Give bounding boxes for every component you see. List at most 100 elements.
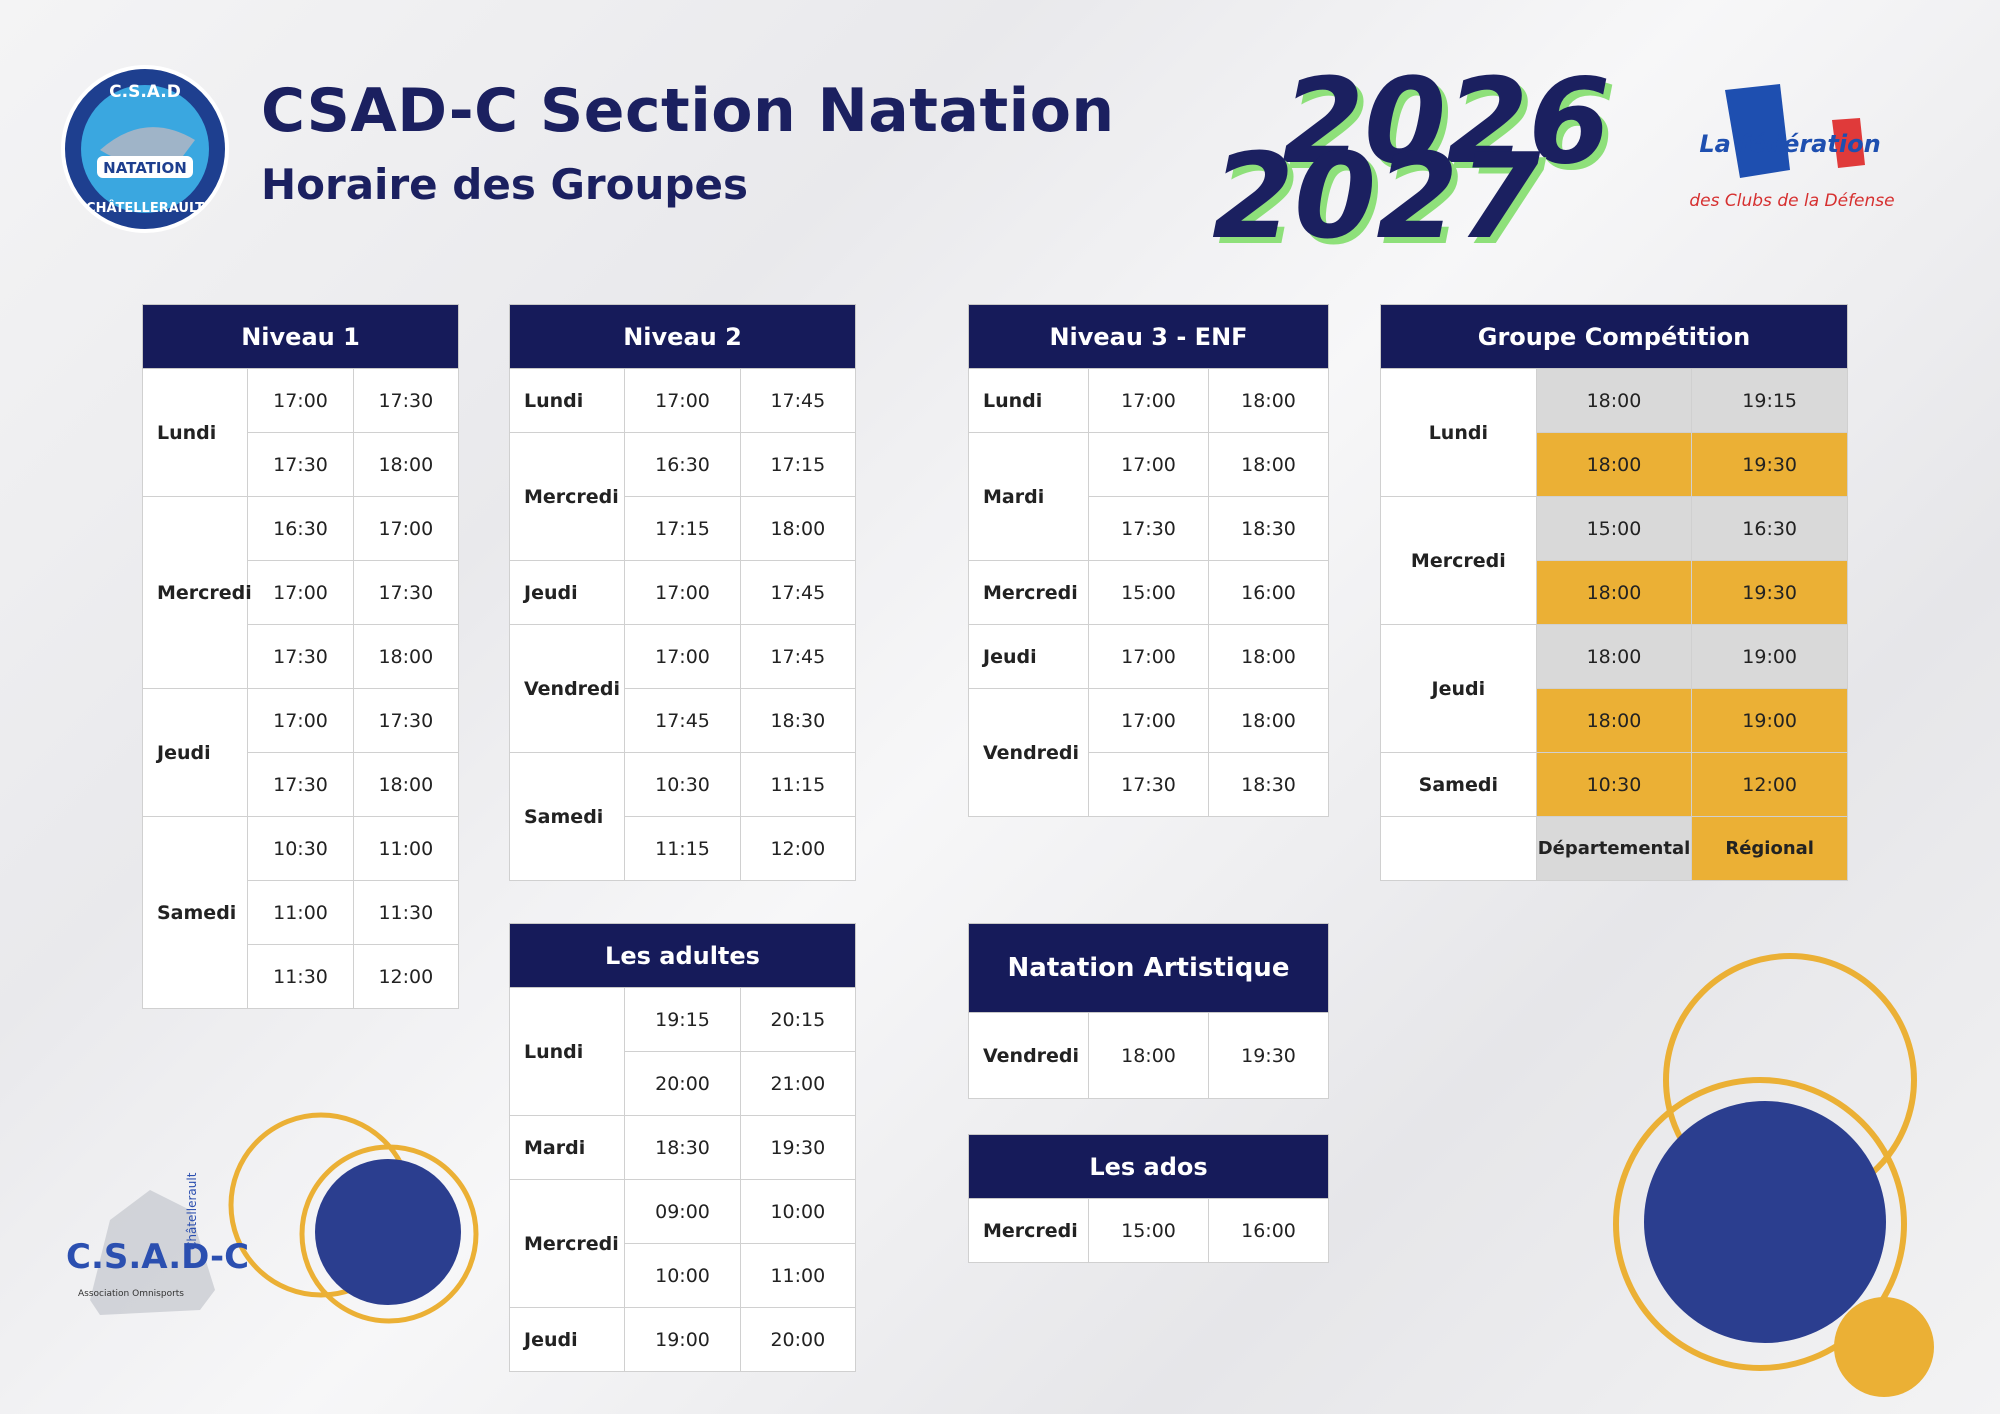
schedule-row: Lundi 19:15 20:15 bbox=[508, 987, 857, 1116]
schedule-row: 18:00 19:30 bbox=[1381, 560, 1848, 625]
schedule-row: Vendredi 18:00 19:30 bbox=[968, 1012, 1329, 1099]
time: 18:00 bbox=[1535, 688, 1693, 753]
time: 11:00 bbox=[352, 816, 460, 881]
legend-empty bbox=[1380, 816, 1537, 881]
schedule-row: Samedi 10:30 11:15 bbox=[508, 752, 857, 881]
time: 11:30 bbox=[352, 880, 460, 945]
schedule-table: Natation Artistique Vendredi 18:00 19:30 bbox=[968, 923, 1329, 1099]
time: 12:00 bbox=[352, 944, 460, 1009]
time: 16:00 bbox=[1208, 560, 1329, 625]
time: 18:30 bbox=[739, 688, 857, 753]
schedule-row: Samedi 10:30 11:00 bbox=[141, 816, 460, 1009]
day: Lundi bbox=[508, 987, 626, 1116]
time: 17:30 bbox=[352, 688, 460, 753]
time: 17:00 bbox=[1088, 368, 1209, 433]
day: Jeudi bbox=[508, 1307, 626, 1372]
time: 18:00 bbox=[352, 624, 460, 689]
schedule-row: Lundi 17:00 17:45 bbox=[508, 368, 857, 433]
year: 2026 bbox=[1282, 52, 1610, 190]
years: 2026 2026 2027 2027 bbox=[1212, 52, 1616, 271]
time: 17:30 bbox=[352, 560, 460, 625]
schedule-row: 17:00 17:30 bbox=[143, 560, 460, 625]
schedule-row: 11:15 12:00 bbox=[510, 816, 857, 881]
header-row: Groupe Compétition bbox=[1380, 304, 1848, 369]
time: 18:30 bbox=[1208, 752, 1329, 817]
schedule-row: Mercredi 15:00 16:00 bbox=[968, 560, 1329, 625]
day: Jeudi bbox=[968, 624, 1089, 689]
schedule-row: Vendredi 17:00 18:00 bbox=[968, 688, 1329, 817]
day: Mercredi bbox=[968, 1198, 1089, 1263]
schedule-row: 18:00 19:30 bbox=[1381, 432, 1848, 497]
header-row: Niveau 2 bbox=[509, 304, 856, 369]
day: Lundi bbox=[1380, 368, 1537, 497]
schedule-table: Les adultes Lundi 19:15 20:15 20:00 21:00 Mard… bbox=[508, 923, 857, 1372]
schedule-table: Groupe Compétition Lundi 18:00 19:15 18:00 19… bbox=[1380, 304, 1848, 881]
time: 17:30 bbox=[247, 624, 354, 689]
time: 19:00 bbox=[1691, 624, 1848, 689]
legend-row: Départemental Régional bbox=[1380, 816, 1848, 881]
schedule-row: 17:30 18:00 bbox=[143, 752, 460, 817]
time: 17:30 bbox=[1088, 496, 1209, 561]
ring bbox=[299, 1144, 479, 1324]
time: 17:30 bbox=[352, 368, 460, 433]
schedule-row: Jeudi 17:00 18:00 bbox=[968, 624, 1329, 689]
castle bbox=[90, 1190, 215, 1315]
time: 16:30 bbox=[1691, 496, 1848, 561]
legend-group: Régional bbox=[1691, 816, 1848, 881]
schedule-row: 18:00 19:00 bbox=[1381, 688, 1848, 753]
time: 19:30 bbox=[1691, 432, 1848, 497]
year: 2027 bbox=[1212, 127, 1540, 265]
day: Lundi bbox=[968, 368, 1089, 433]
time: 16:30 bbox=[247, 496, 354, 561]
time: 17:45 bbox=[739, 560, 857, 625]
day: Lundi bbox=[508, 368, 626, 433]
ring bbox=[1613, 1077, 1907, 1371]
time: 18:00 bbox=[352, 752, 460, 817]
day: Mercredi bbox=[968, 560, 1089, 625]
header-row: Les adultes bbox=[509, 923, 856, 988]
time: 11:00 bbox=[247, 880, 354, 945]
time: 19:30 bbox=[1691, 560, 1848, 625]
day: Jeudi bbox=[141, 688, 249, 817]
time: 18:30 bbox=[1208, 496, 1329, 561]
federation-subtitle: des Clubs de la Défense bbox=[1689, 191, 1894, 211]
schedule-row: Jeudi 17:00 17:30 bbox=[141, 688, 460, 817]
time: 19:30 bbox=[1208, 1012, 1329, 1099]
time: 17:30 bbox=[247, 432, 354, 497]
day: Jeudi bbox=[1380, 624, 1537, 753]
schedule-row: Lundi 17:00 17:30 bbox=[141, 368, 460, 497]
table-title: Les ados bbox=[968, 1134, 1329, 1199]
time: 10:00 bbox=[739, 1179, 857, 1244]
schedule-table: Niveau 1 Lundi 17:00 17:30 17:30 18:00 Mercred… bbox=[141, 304, 460, 1009]
schedule-row: 17:30 18:00 bbox=[143, 624, 460, 689]
time: 18:00 bbox=[1535, 432, 1693, 497]
day: Mardi bbox=[968, 432, 1089, 561]
schedule-row: Jeudi 19:00 20:00 bbox=[508, 1307, 857, 1372]
time: 10:30 bbox=[624, 752, 741, 817]
time: 19:15 bbox=[1691, 368, 1848, 433]
day: Lundi bbox=[141, 368, 249, 497]
schedule-table: Niveau 3 - ENF Lundi 17:00 18:00 Mardi 17:00 1… bbox=[968, 304, 1329, 817]
time: 20:00 bbox=[624, 1051, 741, 1116]
time: 20:15 bbox=[739, 987, 857, 1052]
day: Vendredi bbox=[968, 688, 1089, 817]
federation-name: La fédération bbox=[1699, 130, 1880, 158]
schedule-row: Lundi 17:00 18:00 bbox=[968, 368, 1329, 433]
table-title: Groupe Compétition bbox=[1380, 304, 1848, 369]
schedule-row: Jeudi 18:00 19:00 bbox=[1380, 624, 1848, 753]
time: 17:00 bbox=[624, 368, 741, 433]
schedule-row: 11:00 11:30 bbox=[143, 880, 460, 945]
club-logo-text: NATATION bbox=[103, 159, 187, 177]
header-row: Niveau 3 - ENF bbox=[968, 304, 1329, 369]
time: 17:45 bbox=[739, 624, 857, 689]
header-row: Natation Artistique bbox=[968, 923, 1329, 1013]
time: 17:00 bbox=[1088, 688, 1209, 753]
day: Mercredi bbox=[141, 496, 252, 689]
time: 18:00 bbox=[1535, 560, 1693, 625]
time: 17:30 bbox=[247, 752, 354, 817]
table-title: Natation Artistique bbox=[968, 923, 1329, 1013]
table-title: Niveau 3 - ENF bbox=[968, 304, 1329, 369]
time: 20:00 bbox=[739, 1307, 857, 1372]
schedule-table: Niveau 2 Lundi 17:00 17:45 Mercredi 16:30 17:1… bbox=[508, 304, 857, 881]
